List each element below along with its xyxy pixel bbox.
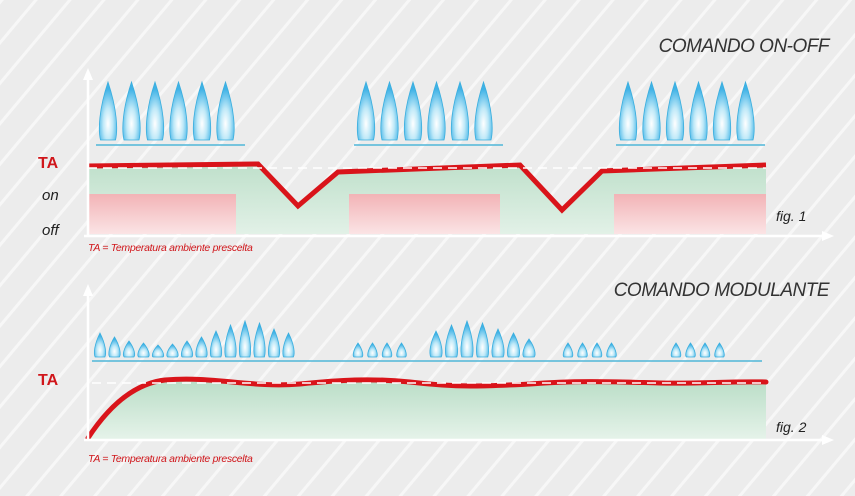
label-off: off [42, 222, 59, 239]
gas-flame-icon [145, 80, 165, 141]
gas-flame-icon [507, 332, 520, 358]
gas-flame-icon [380, 80, 399, 141]
gas-flame-icon [689, 80, 708, 141]
gas-flame-icon [180, 340, 194, 358]
gas-flame-icon [665, 80, 685, 141]
gas-flame-icon [712, 80, 732, 141]
gas-flame-icon [195, 336, 208, 358]
y-axis-arrow [83, 284, 93, 296]
gas-flame-icon [169, 80, 188, 141]
note-ta-bottom: TA = Temperatura ambiente prescelta [88, 453, 253, 465]
gas-flame-icon [445, 323, 458, 358]
temperature-curve-on-off [87, 161, 767, 214]
gas-flame-icon [93, 332, 107, 358]
gas-flame-icon [606, 342, 617, 358]
note-ta-top: TA = Temperatura ambiente prescelta [88, 242, 253, 254]
panel-on-off [83, 68, 834, 241]
label-ta-top: TA [38, 155, 59, 172]
gas-flame-icon [618, 80, 638, 141]
gas-flame-icon [282, 332, 295, 358]
gas-flame-icon [474, 80, 493, 141]
gas-flame-icon [670, 342, 682, 358]
gas-flame-icon [267, 327, 281, 358]
gas-flame-icon [562, 342, 574, 358]
gas-flame-icon [685, 342, 696, 358]
x-axis-arrow [822, 231, 834, 241]
gas-flame-icon [253, 321, 266, 358]
gas-flame-icon [356, 80, 376, 141]
gas-flame-icon [381, 342, 393, 358]
flame-group-top [96, 80, 765, 146]
gas-flame-icon [209, 330, 223, 358]
gas-flame-icon [460, 319, 474, 358]
gas-flame-icon [108, 336, 121, 358]
label-on: on [42, 187, 59, 204]
gas-flame-icon [427, 80, 446, 141]
flame-group-bottom [93, 319, 725, 358]
heated-area-bottom [88, 379, 766, 440]
gas-flame-icon [429, 330, 443, 358]
gas-flame-icon [591, 342, 603, 358]
burner-on-bar [349, 194, 500, 234]
gas-flame-icon [238, 319, 252, 358]
gas-flame-icon [736, 80, 755, 141]
gas-flame-icon [476, 321, 489, 358]
burner-on-bar [88, 194, 236, 234]
gas-flame-icon [522, 338, 536, 358]
gas-flame-icon [224, 323, 237, 358]
fig-label-1: fig. 1 [776, 208, 807, 224]
gas-flame-icon [137, 342, 150, 358]
gas-flame-icon [98, 80, 118, 141]
gas-flame-icon [491, 328, 505, 358]
gas-flame-icon [403, 80, 423, 141]
title-on-off: COMANDO ON-OFF [658, 36, 830, 57]
x-axis-arrow [822, 435, 834, 445]
y-axis-arrow [83, 68, 93, 80]
gas-flame-icon [352, 342, 364, 358]
gas-flame-icon [151, 344, 165, 358]
gas-flame-icon [367, 342, 378, 358]
temperature-curve-modulante [85, 376, 769, 441]
panel-modulante [83, 284, 834, 445]
gas-flame-icon [642, 80, 661, 141]
gas-flame-icon [192, 80, 212, 141]
gas-flame-icon [450, 80, 470, 141]
title-modulante: COMANDO MODULANTE [613, 280, 830, 301]
gas-flame-icon [577, 342, 588, 358]
gas-flame-icon [122, 80, 141, 141]
fig-label-2: fig. 2 [776, 419, 807, 435]
label-ta-bottom: TA [38, 372, 59, 389]
gas-flame-icon [714, 342, 725, 358]
burner-on-bar [614, 194, 766, 234]
gas-flame-icon [122, 340, 136, 358]
gas-flame-icon [216, 80, 235, 141]
gas-flame-icon [396, 342, 407, 358]
gas-flame-icon [166, 343, 179, 358]
gas-flame-icon [699, 342, 711, 358]
